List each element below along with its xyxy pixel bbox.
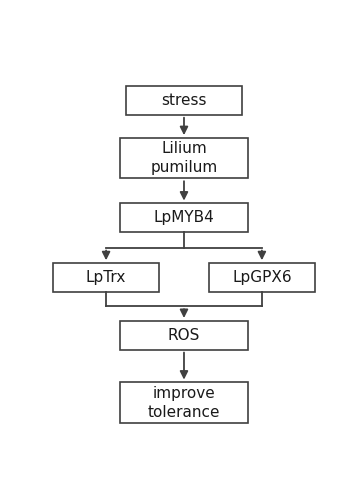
Text: improve
tolerance: improve tolerance xyxy=(148,386,220,420)
Bar xyxy=(120,382,248,423)
Text: LpMYB4: LpMYB4 xyxy=(154,210,214,226)
Text: stress: stress xyxy=(161,93,207,108)
Text: ROS: ROS xyxy=(168,328,200,343)
Text: LpTrx: LpTrx xyxy=(86,270,126,285)
Bar xyxy=(126,86,242,115)
Text: LpGPX6: LpGPX6 xyxy=(232,270,292,285)
Text: Lilium
pumilum: Lilium pumilum xyxy=(150,141,218,176)
Bar xyxy=(120,204,248,233)
Bar xyxy=(53,263,159,292)
Bar xyxy=(120,321,248,350)
Bar xyxy=(209,263,315,292)
Bar xyxy=(120,138,248,178)
